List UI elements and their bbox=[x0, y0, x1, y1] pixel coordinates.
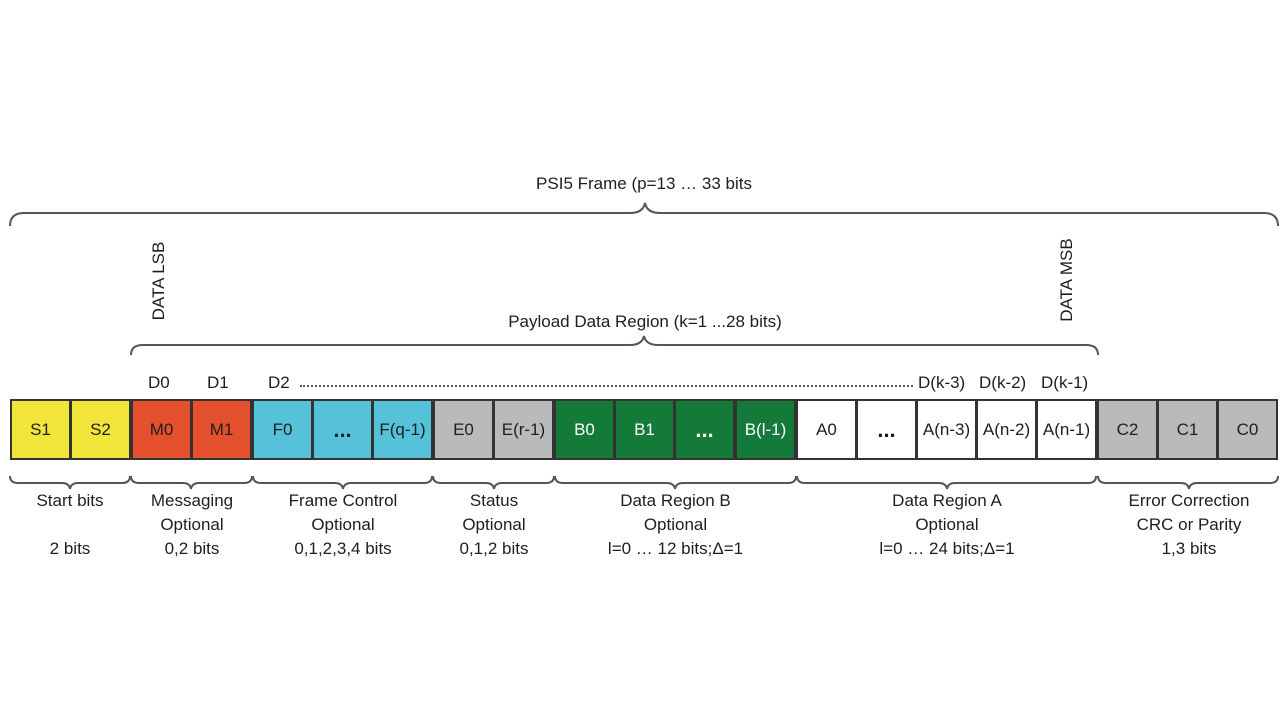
cell-an1: A(n-1) bbox=[1036, 399, 1097, 460]
caption-start-line3: 2 bits bbox=[49, 539, 91, 558]
caption-frame-control-line2: Optional bbox=[311, 515, 375, 534]
cell-s1: S1 bbox=[10, 399, 71, 460]
caption-data-b-line3: l=0 … 12 bits;Δ=1 bbox=[607, 539, 744, 558]
caption-messaging-line1: Messaging bbox=[150, 491, 234, 510]
caption-crc-line3: 1,3 bits bbox=[1161, 539, 1217, 558]
cell-f-dots: ... bbox=[312, 399, 373, 460]
dk1-label: D(k-1) bbox=[1041, 373, 1089, 392]
cell-c1: C1 bbox=[1157, 399, 1218, 460]
caption-crc-line1: Error Correction bbox=[1128, 491, 1250, 510]
cell-er1: E(r-1) bbox=[493, 399, 554, 460]
payload-brace bbox=[130, 335, 1099, 356]
cell-an2: A(n-2) bbox=[976, 399, 1037, 460]
cell-f0: F0 bbox=[252, 399, 313, 460]
cell-e0: E0 bbox=[433, 399, 494, 460]
frame-brace bbox=[9, 202, 1279, 227]
status-brace bbox=[432, 475, 555, 490]
caption-messaging-line2: Optional bbox=[160, 515, 224, 534]
dk2-label: D(k-2) bbox=[979, 373, 1027, 392]
dk3-label: D(k-3) bbox=[918, 373, 966, 392]
crc-brace bbox=[1097, 475, 1279, 490]
frame-control-brace bbox=[252, 475, 433, 490]
caption-crc: Error Correction CRC or Parity 1,3 bits bbox=[1098, 489, 1280, 561]
data-b-brace bbox=[554, 475, 797, 490]
cell-c2: C2 bbox=[1097, 399, 1158, 460]
caption-status-line1: Status bbox=[469, 491, 519, 510]
cell-a0: A0 bbox=[796, 399, 857, 460]
caption-frame-control-line3: 0,1,2,3,4 bits bbox=[294, 539, 392, 558]
caption-messaging-line3: 0,2 bits bbox=[164, 539, 220, 558]
cell-b-dots: ... bbox=[674, 399, 735, 460]
cell-an3: A(n-3) bbox=[916, 399, 977, 460]
cell-fq1: F(q-1) bbox=[372, 399, 433, 460]
caption-data-a: Data Region A Optional l=0 … 24 bits;Δ=1 bbox=[797, 489, 1097, 561]
messaging-brace bbox=[130, 475, 253, 490]
cell-c0: C0 bbox=[1217, 399, 1278, 460]
caption-start: Start bits 2 bits bbox=[10, 489, 130, 561]
cell-m0: M0 bbox=[131, 399, 192, 460]
caption-data-b-line2: Optional bbox=[643, 515, 708, 534]
start-brace bbox=[9, 475, 131, 490]
data-a-brace bbox=[796, 475, 1097, 490]
caption-status-line3: 0,1,2 bits bbox=[459, 539, 529, 558]
data-msb-label: DATA MSB bbox=[1057, 238, 1076, 322]
caption-start-line2 bbox=[10, 513, 130, 537]
caption-frame-control: Frame Control Optional 0,1,2,3,4 bits bbox=[253, 489, 433, 561]
caption-data-b-line1: Data Region B bbox=[620, 491, 731, 510]
cell-b1: B1 bbox=[614, 399, 675, 460]
bit-cells-row: S1 S2 M0 M1 F0 ... F(q-1) E0 E(r-1) B0 B… bbox=[10, 399, 1278, 460]
caption-data-a-line1: Data Region A bbox=[892, 491, 1002, 510]
d1-label: D1 bbox=[207, 373, 229, 392]
caption-start-line1: Start bits bbox=[36, 491, 104, 510]
caption-data-a-line3: l=0 … 24 bits;Δ=1 bbox=[879, 539, 1015, 558]
d2-label: D2 bbox=[268, 373, 290, 392]
caption-status: Status Optional 0,1,2 bits bbox=[433, 489, 555, 561]
caption-data-a-line2: Optional bbox=[915, 515, 979, 534]
payload-title: Payload Data Region (k=1 ...28 bits) bbox=[508, 312, 782, 331]
data-lsb-label: DATA LSB bbox=[149, 241, 168, 321]
caption-frame-control-line1: Frame Control bbox=[288, 491, 398, 510]
cell-s2: S2 bbox=[70, 399, 131, 460]
d0-label: D0 bbox=[148, 373, 170, 392]
cell-bl1: B(l-1) bbox=[735, 399, 796, 460]
dotted-leader bbox=[300, 385, 913, 387]
caption-status-line2: Optional bbox=[462, 515, 526, 534]
cell-b0: B0 bbox=[554, 399, 615, 460]
cell-a-dots: ... bbox=[856, 399, 917, 460]
frame-title: PSI5 Frame (p=13 … 33 bits bbox=[536, 174, 752, 193]
caption-crc-line2: CRC or Parity bbox=[1136, 515, 1242, 534]
cell-m1: M1 bbox=[191, 399, 252, 460]
caption-messaging: Messaging Optional 0,2 bits bbox=[131, 489, 253, 561]
caption-data-b: Data Region B Optional l=0 … 12 bits;Δ=1 bbox=[555, 489, 796, 561]
